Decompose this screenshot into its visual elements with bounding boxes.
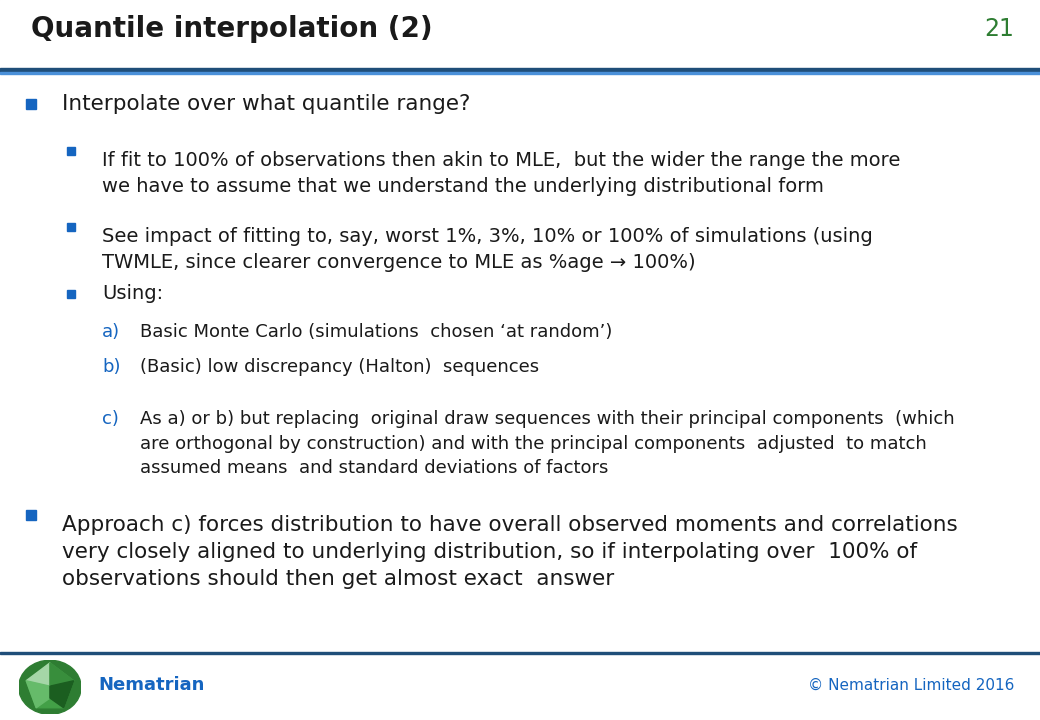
Text: © Nematrian Limited 2016: © Nematrian Limited 2016 — [808, 678, 1014, 693]
Text: Quantile interpolation (2): Quantile interpolation (2) — [31, 15, 433, 42]
Text: Using:: Using: — [102, 284, 163, 303]
Text: Interpolate over what quantile range?: Interpolate over what quantile range? — [62, 94, 471, 114]
Text: As a) or b) but replacing  original draw sequences with their principal componen: As a) or b) but replacing original draw … — [140, 410, 955, 477]
Text: (Basic) low discrepancy (Halton)  sequences: (Basic) low discrepancy (Halton) sequenc… — [140, 358, 540, 376]
Bar — [0, 652, 1040, 720]
Bar — [0, 652, 1040, 654]
Bar — [0, 72, 1040, 74]
Polygon shape — [26, 663, 74, 708]
Text: See impact of fitting to, say, worst 1%, 3%, 10% or 100% of simulations (using
T: See impact of fitting to, say, worst 1%,… — [102, 227, 873, 271]
Text: Approach c) forces distribution to have overall observed moments and correlation: Approach c) forces distribution to have … — [62, 515, 958, 589]
Text: c): c) — [102, 410, 119, 428]
Text: If fit to 100% of observations then akin to MLE,  but the wider the range the mo: If fit to 100% of observations then akin… — [102, 151, 901, 196]
Bar — [0, 68, 1040, 72]
Text: 21: 21 — [984, 17, 1014, 41]
Bar — [0, 0, 1040, 76]
Text: a): a) — [102, 323, 120, 341]
Bar — [0, 74, 1040, 652]
Text: b): b) — [102, 358, 121, 376]
Polygon shape — [50, 663, 74, 686]
Polygon shape — [26, 681, 50, 708]
Text: Nematrian: Nematrian — [99, 677, 205, 694]
Text: Basic Monte Carlo (simulations  chosen ‘at random’): Basic Monte Carlo (simulations chosen ‘a… — [140, 323, 613, 341]
Ellipse shape — [19, 660, 81, 714]
Polygon shape — [50, 681, 74, 708]
Polygon shape — [26, 663, 50, 686]
